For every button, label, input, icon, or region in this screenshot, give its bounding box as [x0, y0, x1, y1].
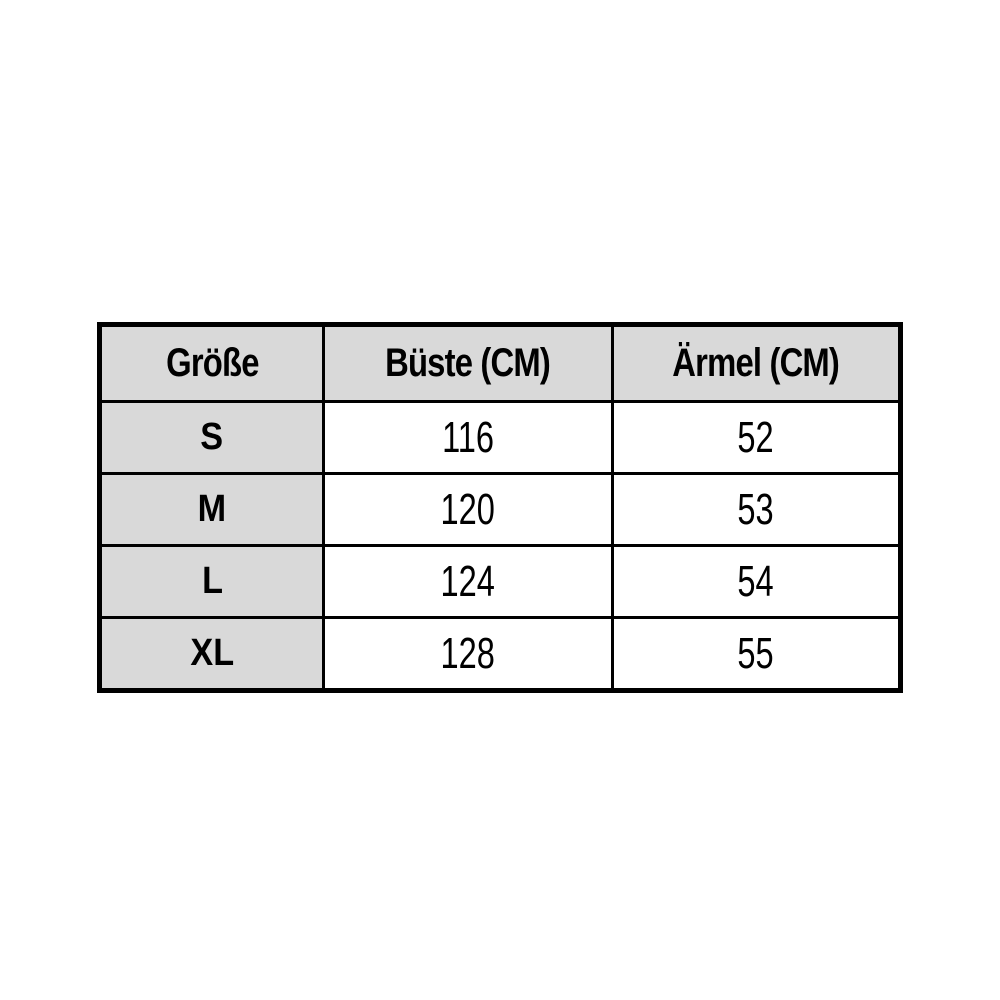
sleeve-cell: 55	[610, 616, 903, 692]
header-cell-sleeve: Ärmel (CM)	[610, 323, 903, 403]
sleeve-cell: 54	[610, 544, 903, 619]
bust-cell: 120	[322, 472, 614, 547]
size-cell: L	[97, 544, 326, 619]
bust-cell: 128	[322, 616, 614, 692]
size-value: M	[197, 488, 227, 530]
size-cell: S	[97, 400, 326, 475]
header-label-size: Größe	[165, 341, 259, 385]
header-cell-size: Größe	[97, 323, 326, 403]
table-row: S 116 52	[97, 400, 903, 475]
header-label-bust: Büste (CM)	[385, 341, 551, 385]
header-label-sleeve: Ärmel (CM)	[672, 341, 840, 385]
size-chart-table: Größe Büste (CM) Ärmel (CM) S 116 52 M 1…	[97, 322, 903, 693]
table-row: L 124 54	[97, 544, 903, 619]
size-value: XL	[190, 632, 234, 674]
size-value: L	[201, 560, 223, 602]
size-chart-container: Größe Büste (CM) Ärmel (CM) S 116 52 M 1…	[97, 322, 903, 693]
table-row: XL 128 55	[97, 616, 903, 692]
table-row: M 120 53	[97, 472, 903, 547]
bust-value: 124	[440, 556, 496, 606]
size-value: S	[200, 416, 224, 458]
sleeve-value: 53	[737, 484, 774, 534]
size-chart-body: S 116 52 M 120 53 L 124 54 XL 128 55	[97, 400, 903, 692]
header-cell-bust: Büste (CM)	[322, 323, 614, 403]
sleeve-value: 54	[737, 556, 774, 606]
sleeve-cell: 53	[610, 472, 903, 547]
bust-cell: 116	[322, 400, 614, 475]
bust-cell: 124	[322, 544, 614, 619]
header-row: Größe Büste (CM) Ärmel (CM)	[97, 323, 903, 403]
sleeve-value: 52	[737, 412, 774, 462]
bust-value: 128	[440, 628, 496, 678]
sleeve-value: 55	[737, 628, 774, 678]
bust-value: 120	[440, 484, 496, 534]
size-cell: M	[97, 472, 326, 547]
size-chart-header: Größe Büste (CM) Ärmel (CM)	[97, 323, 903, 403]
bust-value: 116	[441, 412, 494, 462]
size-cell: XL	[97, 616, 326, 692]
sleeve-cell: 52	[610, 400, 903, 475]
